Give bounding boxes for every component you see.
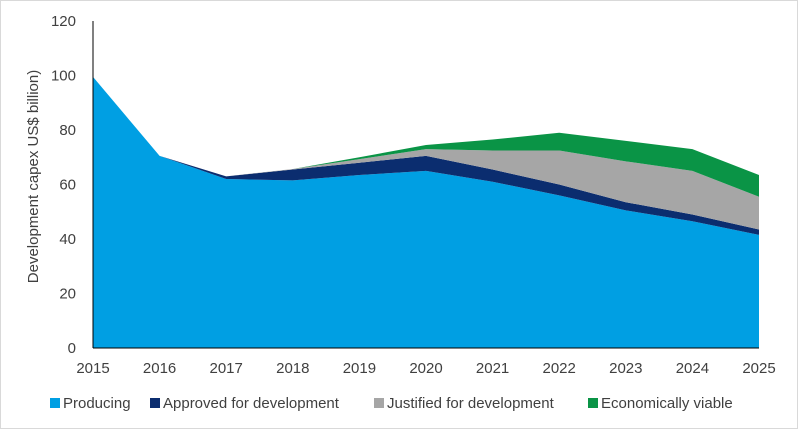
legend-swatch-justified-for-development	[374, 398, 384, 408]
legend-swatch-approved-for-development	[150, 398, 160, 408]
y-tick-label: 20	[59, 286, 76, 303]
x-tick-label: 2015	[76, 360, 109, 377]
x-tick-label: 2025	[742, 360, 775, 377]
y-tick-label: 80	[59, 122, 76, 139]
legend-label-justified-for-development: Justified for development	[387, 395, 555, 412]
y-tick-label: 40	[59, 231, 76, 248]
legend-label-approved-for-development: Approved for development	[163, 395, 340, 412]
y-tick-label: 60	[59, 177, 76, 194]
y-tick-label: 100	[51, 68, 76, 85]
x-axis-ticks: 2015 2016 2017 2018 2019 2020 2021 2022 2023 2024…	[76, 360, 775, 377]
legend-label-producing: Producing	[63, 395, 131, 412]
x-tick-label: 2022	[543, 360, 576, 377]
x-tick-label: 2017	[210, 360, 243, 377]
legend: Producing Approved for development Justifi…	[50, 395, 733, 412]
y-tick-label: 0	[68, 340, 76, 357]
x-tick-label: 2016	[143, 360, 176, 377]
area-producing	[93, 76, 759, 349]
legend-swatch-producing	[50, 398, 60, 408]
y-tick-label: 120	[51, 13, 76, 30]
y-axis-ticks: 0 20 40 60 80 100 120	[51, 13, 76, 357]
x-tick-label: 2018	[276, 360, 309, 377]
area-approved-for-development	[93, 76, 759, 235]
legend-label-economically-viable: Economically viable	[601, 395, 733, 412]
y-axis-title: Development capex US$ billion)	[25, 70, 42, 283]
area-justified-for-development	[93, 76, 759, 230]
legend-swatch-economically-viable	[588, 398, 598, 408]
x-tick-label: 2019	[343, 360, 376, 377]
series-areas	[93, 76, 759, 349]
x-tick-label: 2023	[609, 360, 642, 377]
x-tick-label: 2024	[676, 360, 709, 377]
x-tick-label: 2020	[409, 360, 442, 377]
x-tick-label: 2021	[476, 360, 509, 377]
